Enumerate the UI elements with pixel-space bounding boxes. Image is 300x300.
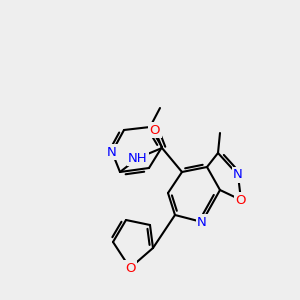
Text: N: N <box>233 169 243 182</box>
Text: O: O <box>236 194 246 206</box>
Text: N: N <box>197 215 207 229</box>
Text: NH: NH <box>128 152 148 164</box>
Text: O: O <box>150 124 160 136</box>
Text: N: N <box>107 146 117 158</box>
Text: O: O <box>125 262 135 275</box>
